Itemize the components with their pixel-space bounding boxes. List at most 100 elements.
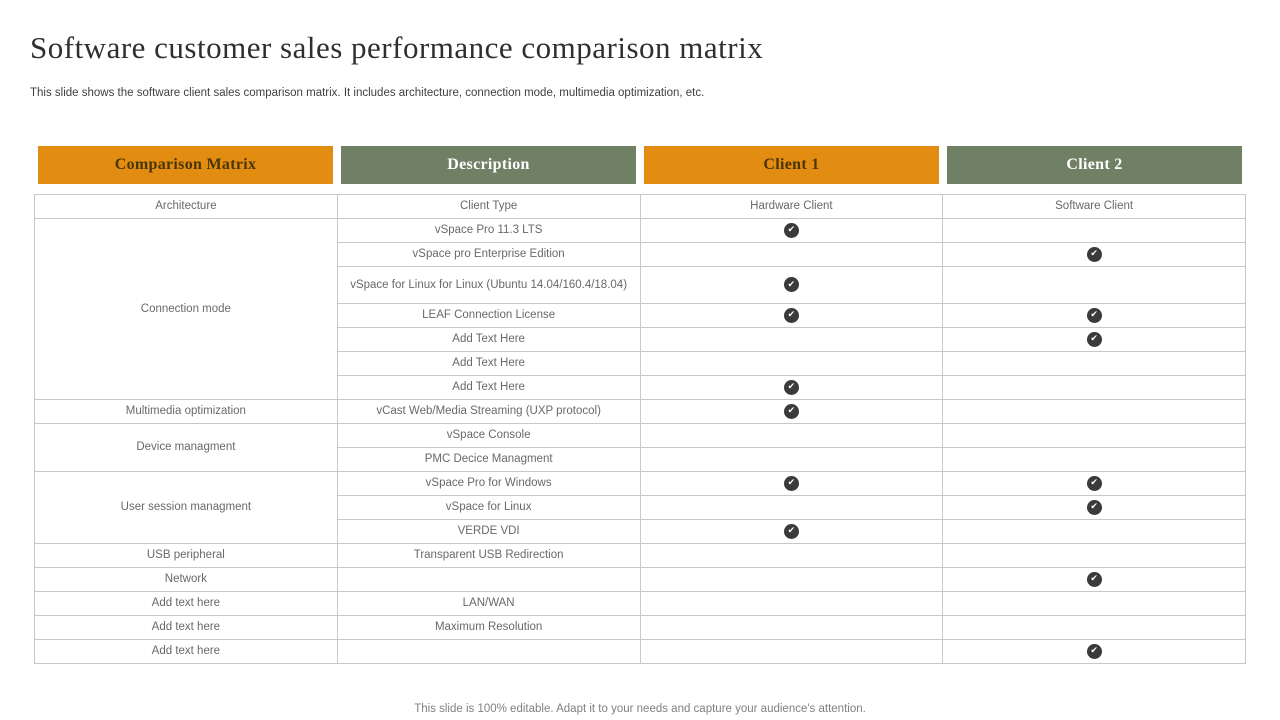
client2-cell: [942, 399, 1246, 424]
header-client-1: Client 1: [644, 146, 939, 184]
category-cell: Architecture: [34, 194, 338, 219]
client1-cell: ✔: [639, 218, 944, 243]
client2-cell: [942, 351, 1246, 376]
category-cell: Multimedia optimization: [34, 399, 338, 424]
category-cell: USB peripheral: [34, 543, 338, 568]
check-circle-icon: ✔: [1086, 475, 1102, 491]
header-client-2: Client 2: [947, 146, 1242, 184]
client2-cell: ✔: [942, 495, 1246, 520]
category-cell: Network: [34, 567, 338, 592]
client1-cell: Hardware Client: [639, 194, 944, 219]
description-cell: vSpace pro Enterprise Edition: [336, 242, 641, 267]
description-cell: Client Type: [336, 194, 641, 219]
table-row: Add Text Here ✔: [35, 327, 1246, 352]
description-cell: VERDE VDI: [336, 519, 641, 544]
check-circle-icon: ✔: [783, 379, 799, 395]
check-circle-icon: ✔: [783, 475, 799, 491]
check-circle-icon: ✔: [783, 523, 799, 539]
client1-cell: ✔: [639, 266, 944, 304]
client1-cell: [639, 423, 944, 448]
client2-cell: [942, 615, 1246, 640]
client2-cell: [942, 591, 1246, 616]
check-circle-icon: ✔: [783, 277, 799, 293]
category-cell: User session managment: [34, 471, 338, 544]
check-circle-icon: ✔: [783, 222, 799, 238]
client1-cell: ✔: [639, 375, 944, 400]
client1-cell: [639, 351, 944, 376]
check-circle-icon: ✔: [1086, 571, 1102, 587]
client2-cell: [942, 375, 1246, 400]
client2-cell: [942, 266, 1246, 304]
description-cell: Add Text Here: [336, 375, 641, 400]
description-cell: Maximum Resolution: [336, 615, 641, 640]
check-circle-icon: ✔: [1086, 246, 1102, 262]
client2-cell: ✔: [942, 567, 1246, 592]
table-header-row: Comparison Matrix Description Client 1 C…: [34, 146, 1246, 184]
client1-cell: [639, 615, 944, 640]
description-cell: LAN/WAN: [336, 591, 641, 616]
header-cell: Description: [337, 146, 640, 184]
header-cell: Comparison Matrix: [34, 146, 337, 184]
table-row: Network ✔: [34, 567, 1246, 592]
description-cell: vSpace for Linux for Linux (Ubuntu 14.04…: [336, 266, 641, 304]
page-title: Software customer sales performance comp…: [30, 30, 764, 65]
slide-footer-note: This slide is 100% editable. Adapt it to…: [414, 703, 866, 715]
description-cell: vCast Web/Media Streaming (UXP protocol): [336, 399, 641, 424]
table-row: Add text here Maximum Resolution: [34, 615, 1246, 640]
slide-subtitle: This slide shows the software client sal…: [30, 87, 705, 99]
client2-cell: [942, 218, 1246, 243]
matrix-table-body: Architecture Client Type Hardware Client So…: [34, 194, 1246, 664]
client2-cell: ✔: [942, 471, 1246, 496]
comparison-matrix-table: Architecture Client Type Hardware Client So…: [34, 194, 1246, 664]
client2-cell: ✔: [942, 242, 1246, 267]
category-cell: Add text here: [34, 591, 338, 616]
table-row: Add text here LAN/WAN: [34, 591, 1246, 616]
category-cell: Add text here: [34, 615, 338, 640]
table-row: Device managment vSpace Console: [34, 423, 1246, 472]
description-cell: vSpace Pro for Windows: [336, 471, 641, 496]
table-row: LEAF Connection License ✔ ✔: [35, 303, 1246, 328]
header-description: Description: [341, 146, 636, 184]
table-row: VERDE VDI ✔: [35, 519, 1246, 544]
category-cell: Device managment: [34, 423, 338, 472]
client1-cell: ✔: [639, 471, 944, 496]
header-comparison-matrix: Comparison Matrix: [38, 146, 333, 184]
header-cell: Client 2: [943, 146, 1246, 184]
check-circle-icon: ✔: [1086, 499, 1102, 515]
table-row: Add text here ✔: [34, 639, 1246, 664]
table-row: USB peripheral Transparent USB Redirectio…: [34, 543, 1246, 568]
check-circle-icon: ✔: [1086, 307, 1102, 323]
client1-cell: [639, 495, 944, 520]
table-row: PMC Decice Managment: [35, 447, 1246, 472]
client1-cell: [639, 242, 944, 267]
client2-cell: [942, 543, 1246, 568]
check-circle-icon: ✔: [1086, 331, 1102, 347]
header-cell: Client 1: [640, 146, 943, 184]
client1-cell: [639, 543, 944, 568]
client1-cell: [639, 591, 944, 616]
client2-cell: ✔: [942, 303, 1246, 328]
client1-cell: [639, 327, 944, 352]
description-cell: Add Text Here: [336, 327, 641, 352]
client1-cell: [639, 639, 944, 664]
client2-cell: Software Client: [942, 194, 1246, 219]
table-row: Multimedia optimization vCast Web/Media S…: [34, 399, 1246, 424]
client2-cell: ✔: [942, 327, 1246, 352]
table-row: User session managment vSpace Pro for Win…: [34, 471, 1246, 544]
client2-cell: ✔: [942, 639, 1246, 664]
description-cell: [336, 639, 641, 664]
client1-cell: ✔: [639, 399, 944, 424]
client1-cell: ✔: [639, 303, 944, 328]
client1-cell: [639, 447, 944, 472]
description-cell: [336, 567, 641, 592]
table-row: Architecture Client Type Hardware Client So…: [34, 194, 1246, 219]
table-row: vSpace for Linux ✔: [35, 495, 1246, 520]
description-cell: PMC Decice Managment: [336, 447, 641, 472]
client1-cell: ✔: [639, 519, 944, 544]
table-row: Add Text Here: [35, 351, 1246, 376]
check-circle-icon: ✔: [1086, 643, 1102, 659]
description-cell: LEAF Connection License: [336, 303, 641, 328]
client2-cell: [942, 423, 1246, 448]
description-cell: vSpace Pro 11.3 LTS: [336, 218, 641, 243]
